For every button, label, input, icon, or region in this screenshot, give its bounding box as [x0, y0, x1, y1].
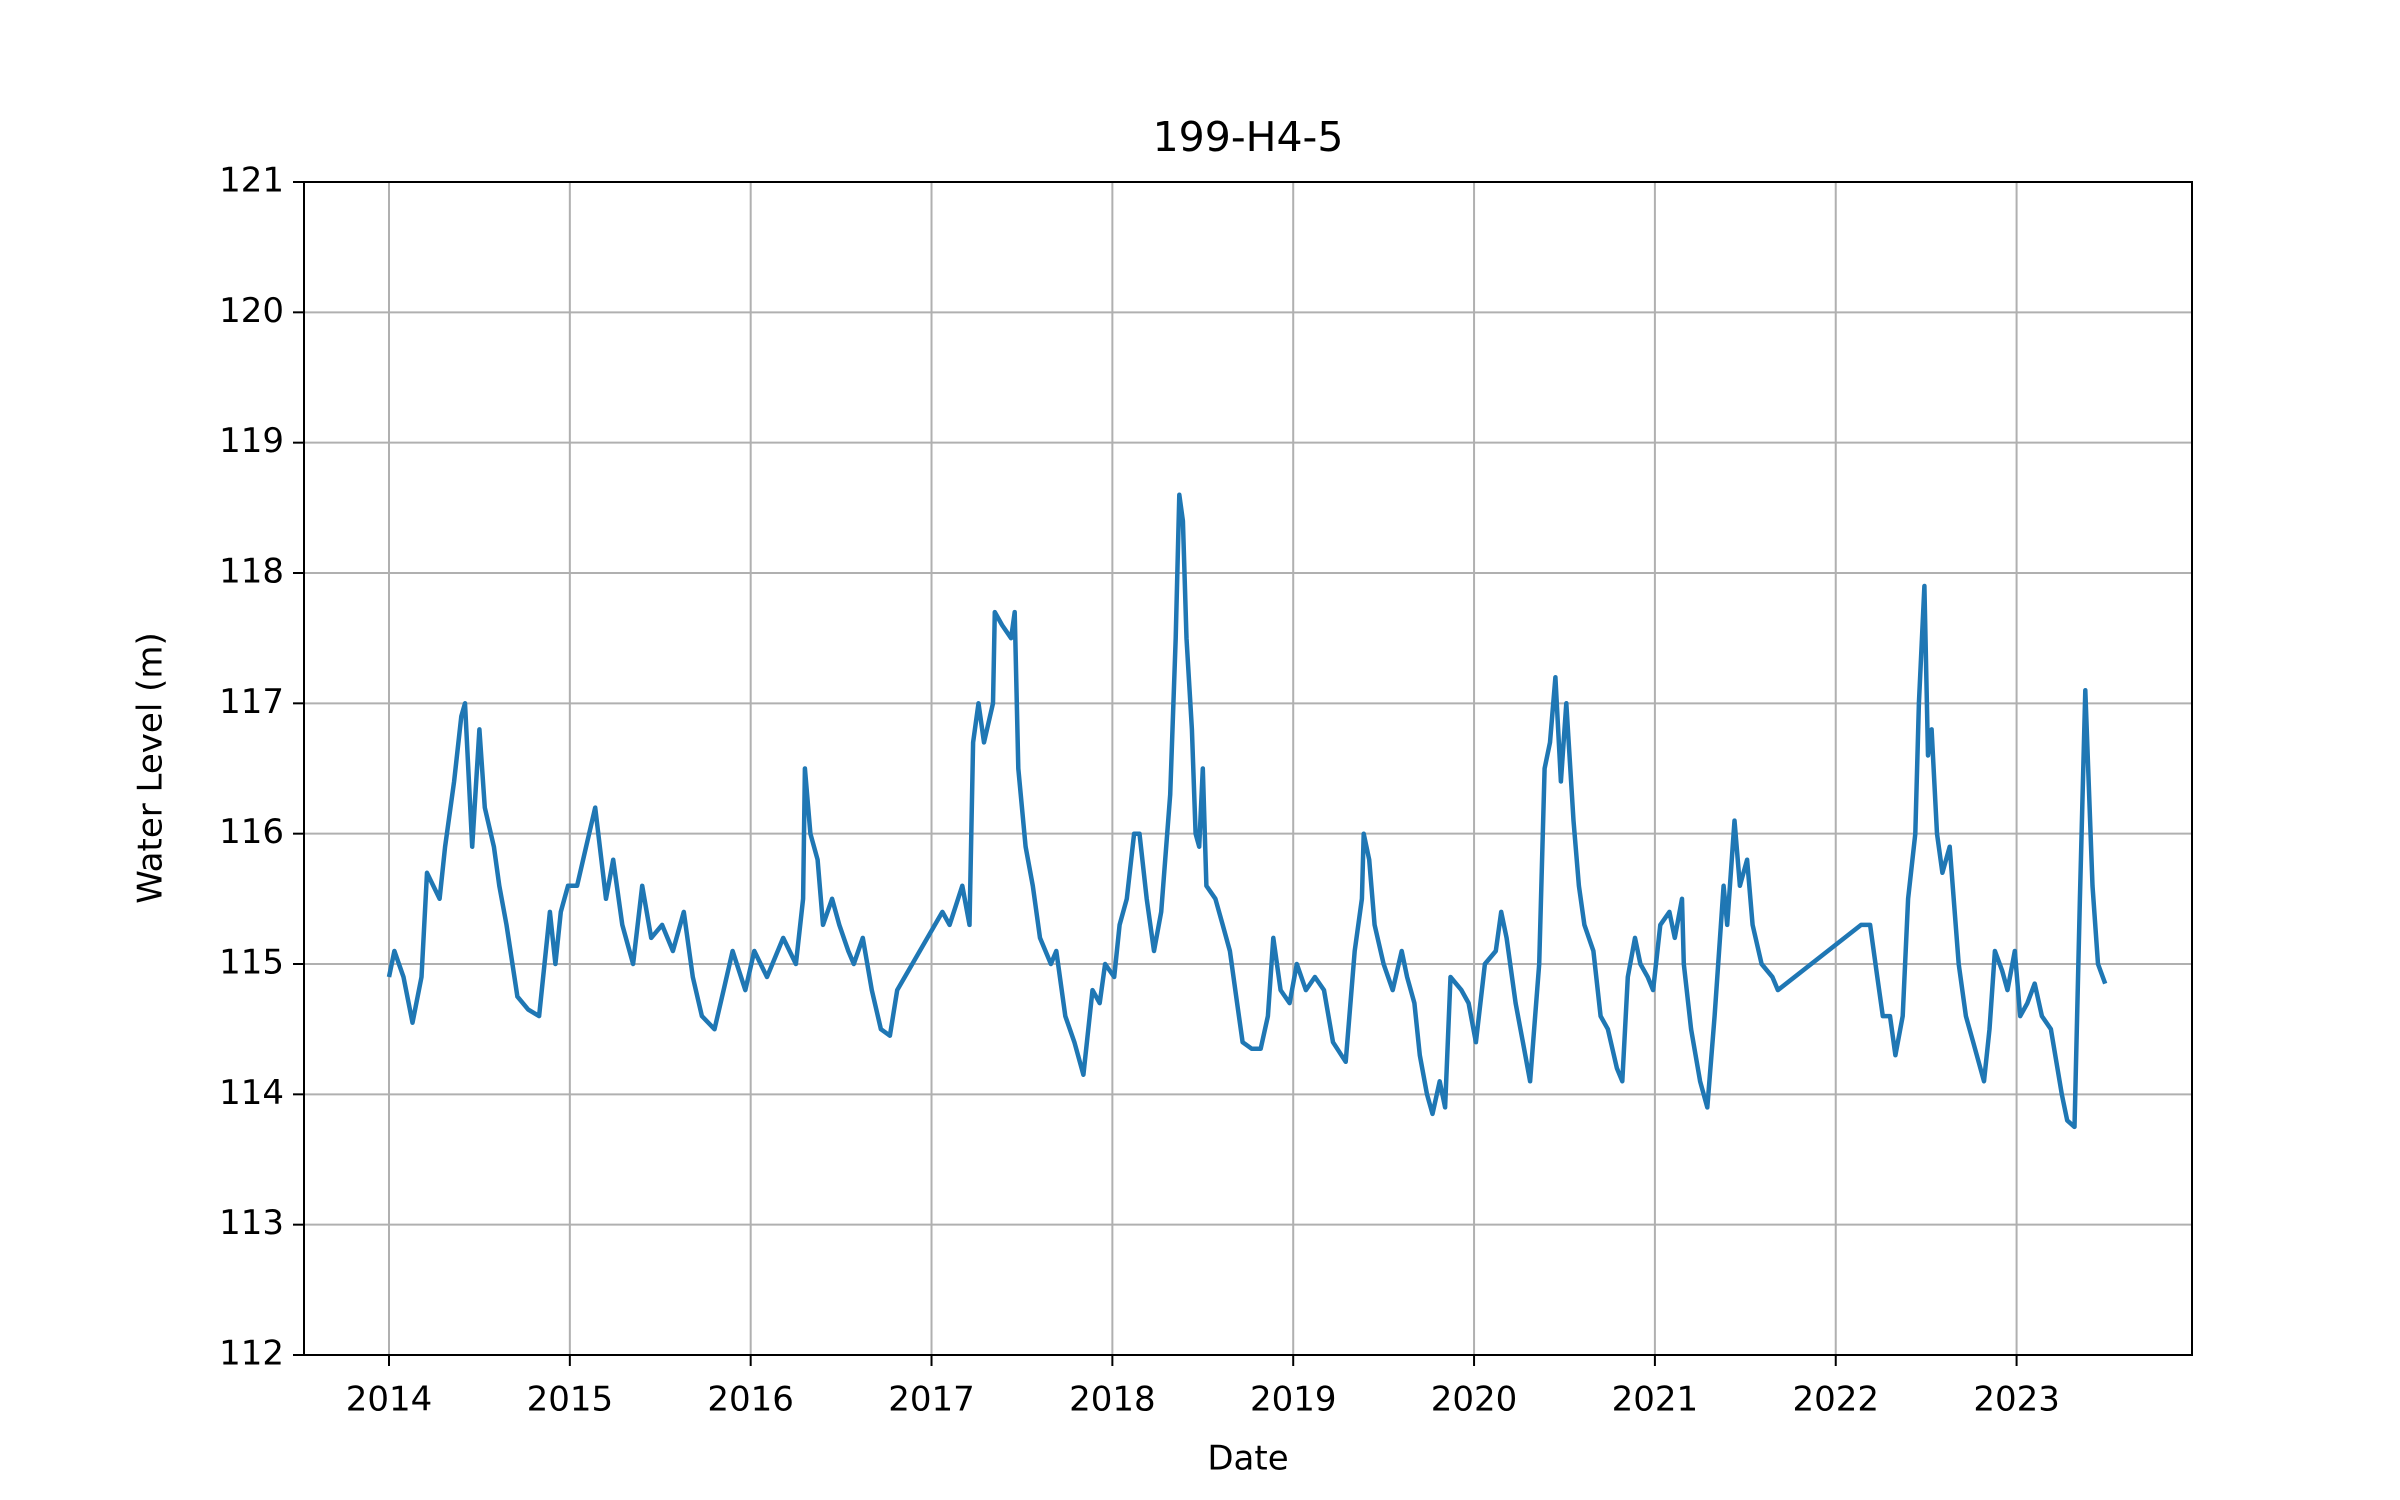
- x-tick-label: 2014: [346, 1380, 433, 1420]
- x-tick-label: 2016: [707, 1380, 794, 1420]
- y-tick-label: 116: [219, 812, 284, 852]
- y-tick-label: 119: [219, 421, 284, 461]
- x-tick-label: 2018: [1069, 1380, 1156, 1420]
- x-tick-label: 2017: [888, 1380, 975, 1420]
- y-tick-label: 113: [219, 1203, 284, 1243]
- chart-title: 199-H4-5: [1153, 113, 1344, 161]
- y-tick-label: 114: [219, 1073, 284, 1113]
- y-tick-label: 112: [219, 1334, 284, 1374]
- y-axis-label: Water Level (m): [131, 632, 171, 904]
- x-tick-label: 2022: [1792, 1380, 1879, 1420]
- x-tick-label: 2019: [1250, 1380, 1337, 1420]
- x-tick-label: 2021: [1612, 1380, 1699, 1420]
- y-tick-label: 120: [219, 291, 284, 331]
- y-tick-label: 121: [219, 161, 284, 201]
- data-line: [386, 492, 2108, 1130]
- y-tick-label: 118: [219, 552, 284, 592]
- y-tick-label: 117: [219, 682, 284, 722]
- x-tick-label: 2023: [1973, 1380, 2060, 1420]
- x-axis-label: Date: [1207, 1439, 1288, 1479]
- x-tick-label: 2015: [527, 1380, 614, 1420]
- plot-frame: [303, 181, 2193, 1356]
- x-tick-label: 2020: [1431, 1380, 1518, 1420]
- y-tick-label: 115: [219, 943, 284, 983]
